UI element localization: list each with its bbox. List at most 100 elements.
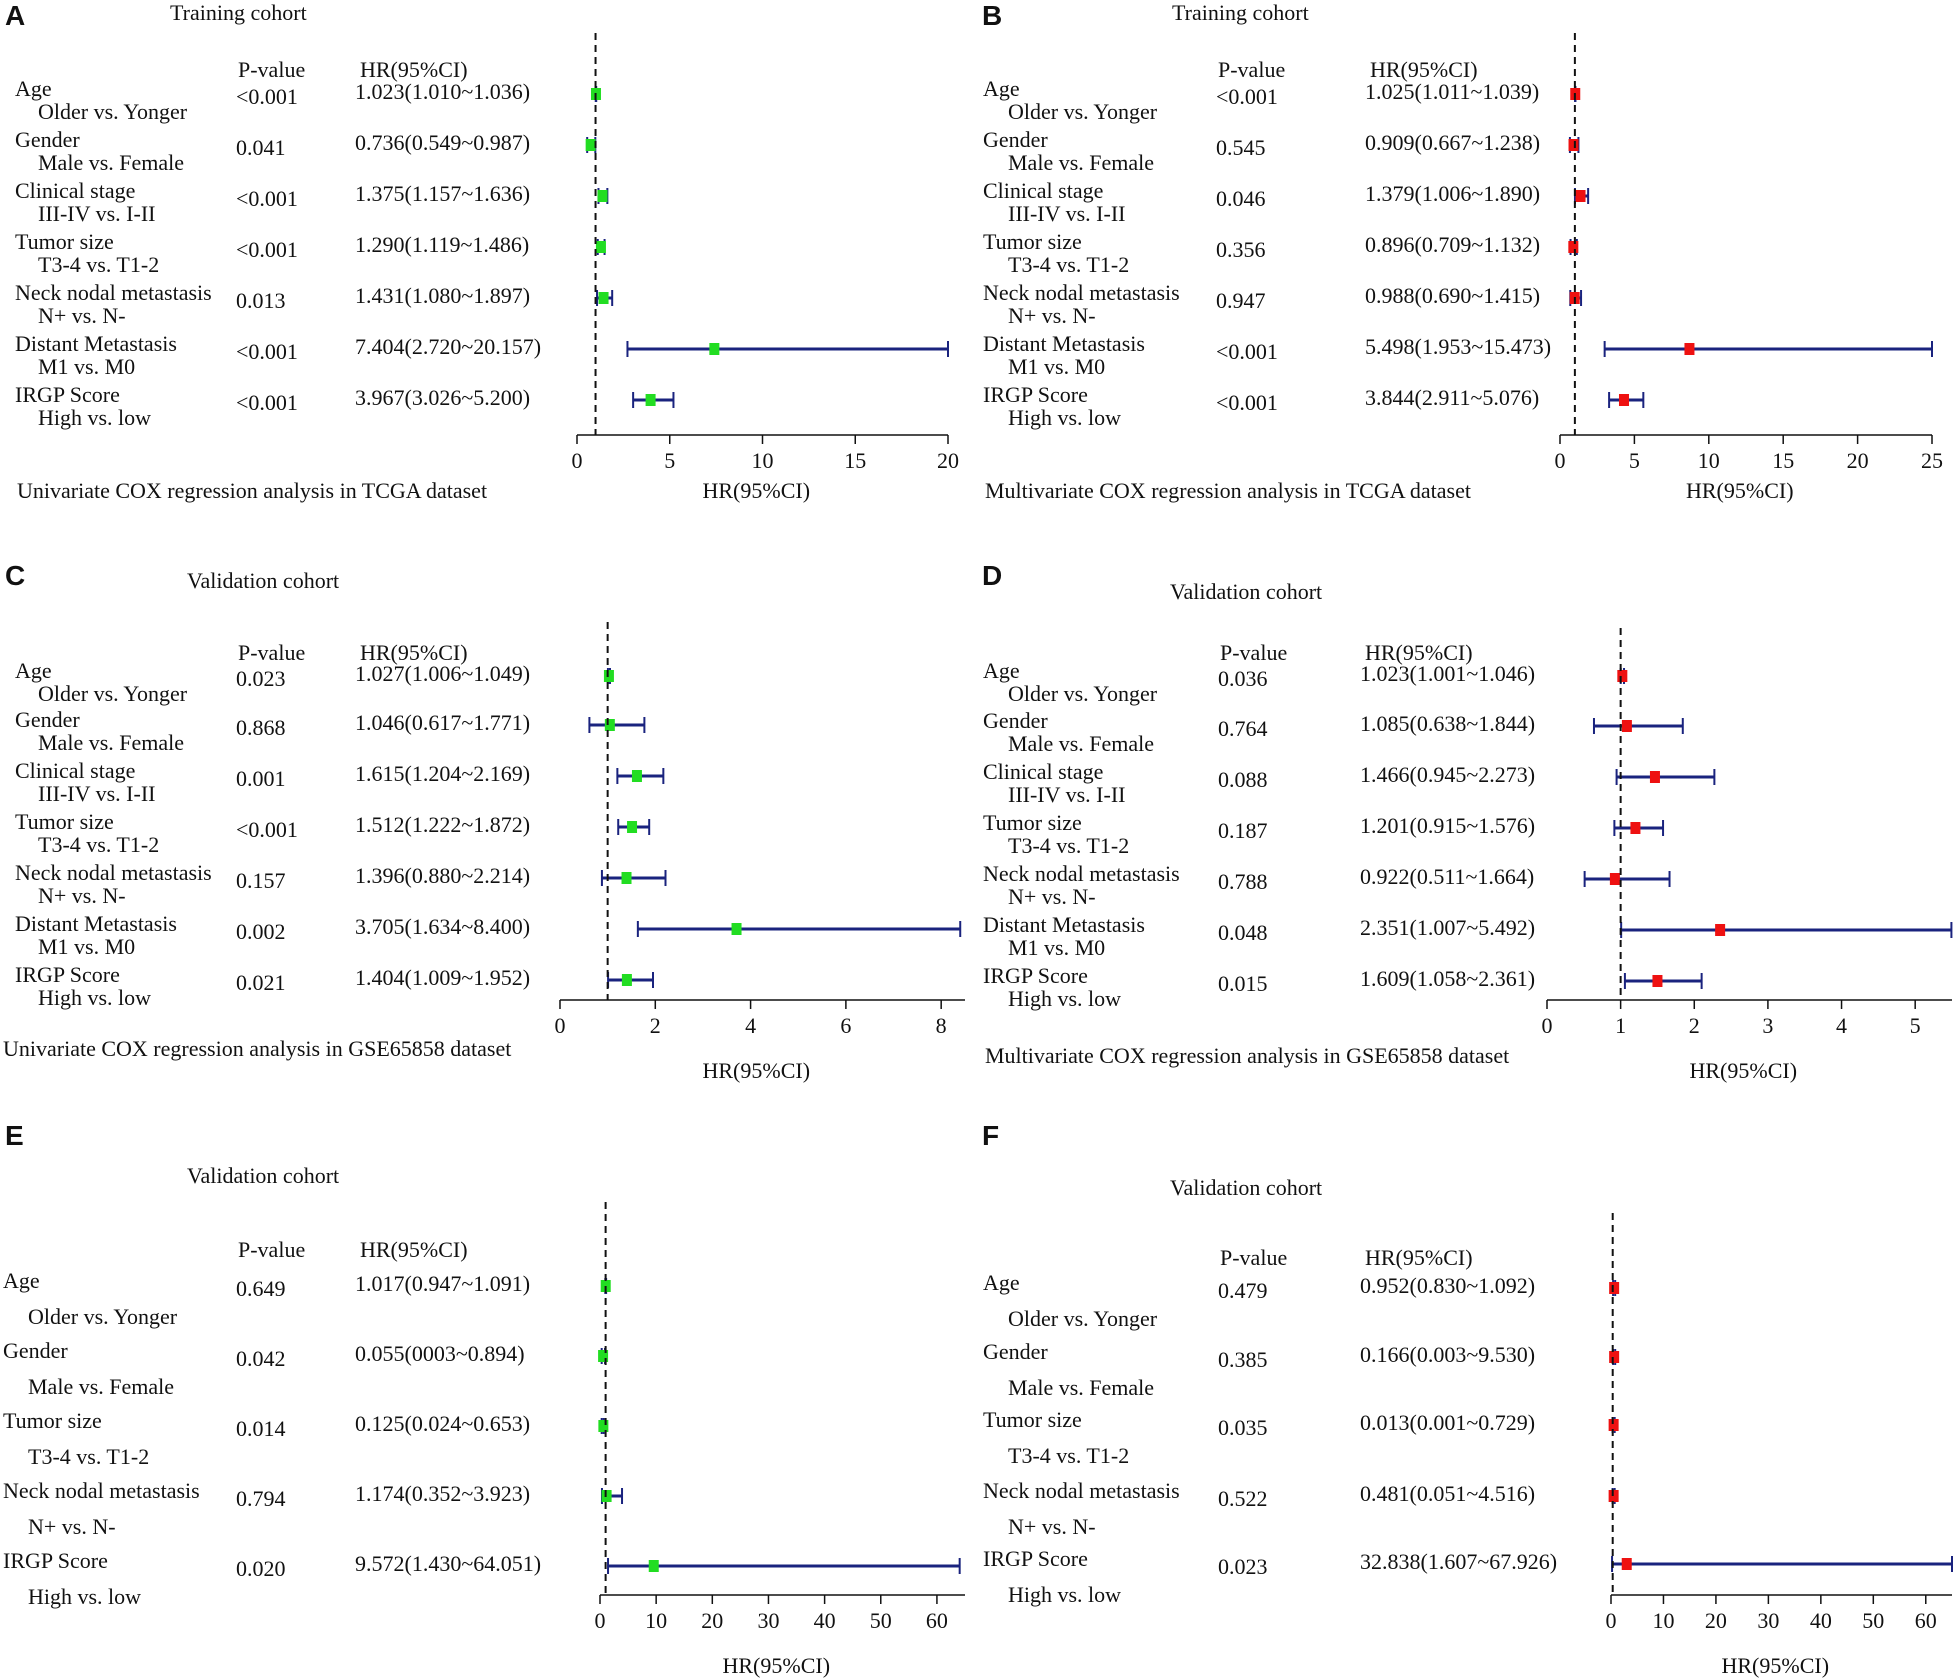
row-comparison: T3-4 vs. T1-2 — [1008, 252, 1130, 277]
row-pvalue: 0.021 — [236, 970, 286, 995]
panel-letter: B — [982, 0, 1003, 31]
row-pvalue: <0.001 — [236, 84, 298, 109]
row-variable: Tumor size — [983, 810, 1082, 835]
row-pvalue: 0.088 — [1218, 767, 1268, 792]
hr-point — [709, 343, 720, 355]
row-comparison: Older vs. Yonger — [38, 681, 188, 706]
row-hr-ci: 0.481(0.051~4.516) — [1360, 1481, 1536, 1506]
row-variable: Neck nodal metastasis — [983, 861, 1180, 886]
row-pvalue: 0.522 — [1218, 1486, 1268, 1511]
hr-point — [621, 872, 632, 884]
x-tick-label: 60 — [1915, 1608, 1937, 1633]
row-comparison: N+ vs. N- — [1008, 884, 1096, 909]
hr-point — [731, 923, 742, 935]
row-hr-ci: 3.967(3.026~5.200) — [355, 385, 531, 410]
row-hr-ci: 0.125(0.024~0.653) — [355, 1411, 531, 1436]
row-variable: Age — [3, 1268, 40, 1293]
row-hr-ci: 1.609(1.058~2.361) — [1360, 966, 1536, 991]
x-tick-label: 5 — [664, 448, 675, 473]
row-hr-ci: 0.736(0.549~0.987) — [355, 130, 531, 155]
hr-point — [1649, 771, 1660, 783]
row-pvalue: 0.048 — [1218, 920, 1268, 945]
hr-point — [1715, 924, 1726, 936]
x-tick-label: 50 — [1862, 1608, 1884, 1633]
row-variable: Gender — [3, 1338, 68, 1363]
hr-point — [1609, 1282, 1620, 1294]
hr-point — [603, 670, 614, 682]
hr-point — [645, 394, 656, 406]
panel-letter: C — [5, 560, 26, 591]
row-comparison: Older vs. Yonger — [28, 1304, 178, 1329]
row-hr-ci: 1.085(0.638~1.844) — [1360, 711, 1536, 736]
x-tick-label: 1 — [1615, 1013, 1626, 1038]
x-tick-label: 20 — [701, 1608, 723, 1633]
row-variable: Gender — [983, 1339, 1048, 1364]
hr-point — [1609, 1351, 1620, 1363]
row-hr-ci: 0.013(0.001~0.729) — [1360, 1410, 1536, 1435]
row-comparison: High vs. low — [28, 1584, 142, 1609]
row-comparison: T3-4 vs. T1-2 — [1008, 833, 1130, 858]
panel-caption: Multivariate COX regression analysis in … — [985, 1043, 1510, 1068]
hr-point — [1617, 670, 1628, 682]
row-pvalue: 0.035 — [1218, 1415, 1268, 1440]
x-tick-label: 0 — [1606, 1608, 1617, 1633]
row-variable: Neck nodal metastasis — [983, 1478, 1180, 1503]
x-tick-label: 15 — [844, 448, 866, 473]
row-variable: Gender — [983, 708, 1048, 733]
row-hr-ci: 1.027(1.006~1.049) — [355, 661, 531, 686]
hr-point — [597, 190, 608, 202]
row-variable: Tumor size — [983, 1407, 1082, 1432]
x-tick-label: 8 — [936, 1013, 947, 1038]
row-pvalue: 0.046 — [1216, 186, 1266, 211]
row-pvalue: 0.868 — [236, 715, 286, 740]
row-variable: IRGP Score — [15, 962, 120, 987]
row-hr-ci: 1.466(0.945~2.273) — [1360, 762, 1536, 787]
row-comparison: T3-4 vs. T1-2 — [28, 1444, 150, 1469]
hr-header: HR(95%CI) — [360, 57, 468, 82]
row-variable: Age — [983, 76, 1020, 101]
x-tick-label: 5 — [1910, 1013, 1921, 1038]
panel-title: Training cohort — [170, 0, 307, 25]
hr-point — [648, 1560, 659, 1572]
row-variable: Tumor size — [983, 229, 1082, 254]
x-tick-label: 50 — [870, 1608, 892, 1633]
x-tick-label: 5 — [1629, 448, 1640, 473]
row-hr-ci: 1.431(1.080~1.897) — [355, 283, 531, 308]
row-hr-ci: 0.952(0.830~1.092) — [1360, 1273, 1536, 1298]
pvalue-header: P-value — [1220, 640, 1288, 665]
x-tick-label: 3 — [1762, 1013, 1773, 1038]
hr-point — [1618, 394, 1629, 406]
row-comparison: N+ vs. N- — [38, 303, 126, 328]
hr-point — [1568, 241, 1579, 253]
x-tick-label: 10 — [645, 1608, 667, 1633]
pvalue-header: P-value — [1218, 57, 1286, 82]
panel-letter: F — [982, 1120, 1000, 1151]
x-tick-label: 20 — [1847, 448, 1869, 473]
hr-header: HR(95%CI) — [1365, 640, 1473, 665]
row-pvalue: 0.023 — [236, 666, 286, 691]
hr-point — [1568, 139, 1579, 151]
hr-point — [627, 821, 638, 833]
panel-letter: D — [982, 560, 1003, 591]
row-comparison: High vs. low — [1008, 405, 1122, 430]
row-pvalue: 0.947 — [1216, 288, 1266, 313]
pvalue-header: P-value — [238, 640, 306, 665]
hr-point — [1630, 822, 1641, 834]
x-tick-label: 30 — [1757, 1608, 1779, 1633]
row-hr-ci: 9.572(1.430~64.051) — [355, 1551, 542, 1576]
row-hr-ci: 3.844(2.911~5.076) — [1365, 385, 1540, 410]
x-tick-label: 40 — [1810, 1608, 1832, 1633]
x-tick-label: 20 — [1705, 1608, 1727, 1633]
hr-point — [585, 139, 596, 151]
hr-point — [1608, 1419, 1619, 1431]
row-comparison: High vs. low — [38, 985, 152, 1010]
row-comparison: Male vs. Female — [38, 730, 185, 755]
row-hr-ci: 1.017(0.947~1.091) — [355, 1271, 531, 1296]
row-variable: Neck nodal metastasis — [15, 280, 212, 305]
row-comparison: III-IV vs. I-II — [38, 781, 156, 806]
row-variable: Distant Metastasis — [15, 331, 177, 356]
row-hr-ci: 1.512(1.222~1.872) — [355, 812, 531, 837]
row-hr-ci: 32.838(1.607~67.926) — [1360, 1549, 1558, 1574]
pvalue-header: P-value — [238, 1237, 306, 1262]
